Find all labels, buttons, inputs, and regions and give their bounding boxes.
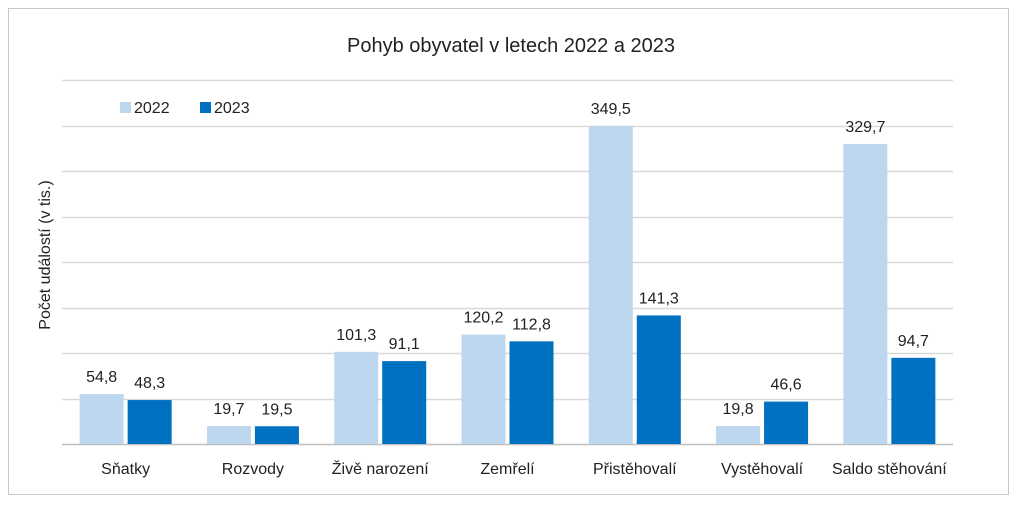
- data-label-2022-7: 329,7: [845, 119, 885, 136]
- legend-swatch-2022: [120, 102, 131, 113]
- category-label-5: Přistěhovalí: [593, 461, 677, 478]
- chart-frame: [8, 8, 1009, 495]
- data-label-2023-4: 112,8: [512, 316, 551, 333]
- data-label-2022-4: 120,2: [463, 310, 503, 327]
- y-axis-label: Počet událostí (v tis.): [37, 180, 54, 329]
- data-label-2023-1: 48,3: [134, 375, 165, 392]
- data-label-2022-5: 349,5: [591, 101, 631, 118]
- data-label-2023-6: 46,6: [771, 377, 802, 394]
- legend-label-2023: 2023: [214, 100, 250, 117]
- bar-2023-1: [127, 400, 172, 444]
- bar-2023-4: [509, 341, 554, 444]
- bar-2023-7: [891, 357, 936, 444]
- bar-2023-3: [382, 361, 427, 444]
- data-label-2023-5: 141,3: [639, 290, 679, 307]
- data-label-2022-6: 19,8: [723, 401, 754, 418]
- data-label-2022-2: 19,7: [213, 401, 244, 418]
- gridlines: [62, 79, 953, 446]
- bar-2023-6: [764, 401, 809, 444]
- category-label-1: Sňatky: [101, 461, 150, 478]
- category-label-6: Vystěhovalí: [721, 461, 804, 478]
- bar-2023-5: [636, 315, 681, 444]
- legend-label-2022: 2022: [134, 100, 170, 117]
- bar-2022-5: [588, 125, 633, 444]
- category-label-3: Živě narození: [332, 459, 429, 478]
- bar-2023-2: [254, 426, 299, 444]
- data-label-2022-1: 54,8: [86, 369, 117, 386]
- bar-2022-7: [843, 143, 888, 444]
- bar-2022-2: [206, 426, 251, 444]
- data-labels: 54,8 48,3 19,7 19,5 101,3 91,1 120,2 112,8 349,5…: [86, 101, 929, 418]
- category-label-2: Rozvody: [222, 461, 284, 478]
- category-label-7: Saldo stěhování: [832, 461, 947, 478]
- category-label-4: Zemřelí: [480, 461, 535, 478]
- bars: [79, 125, 936, 444]
- data-label-2023-2: 19,5: [261, 401, 292, 418]
- chart-title: Pohyb obyvatel v letech 2022 a 2023: [347, 35, 675, 57]
- bar-2022-1: [79, 394, 124, 444]
- bar-2022-4: [461, 334, 506, 444]
- data-label-2023-7: 94,7: [898, 333, 929, 350]
- data-label-2022-3: 101,3: [336, 327, 376, 344]
- legend: 2022 2023: [120, 100, 250, 117]
- legend-swatch-2023: [200, 102, 211, 113]
- bar-2022-3: [334, 351, 379, 444]
- bar-2022-6: [716, 425, 761, 444]
- data-label-2023-3: 91,1: [389, 336, 420, 353]
- category-labels: Sňatky Rozvody Živě narození Zemřelí Přistěh…: [101, 459, 947, 478]
